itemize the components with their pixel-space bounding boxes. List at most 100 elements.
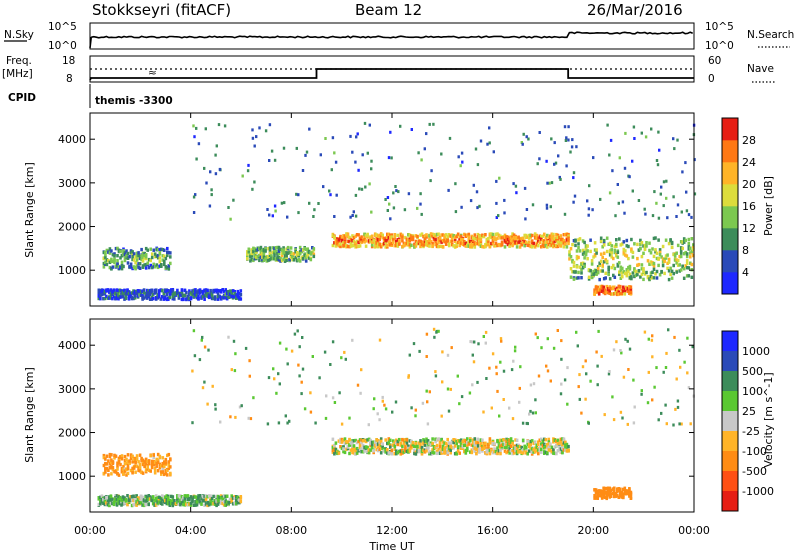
velocity-cell — [425, 355, 428, 358]
power-cell — [104, 250, 107, 254]
power-cell — [544, 235, 548, 240]
velocity-cell — [413, 444, 416, 448]
power-cell — [530, 245, 534, 249]
velocity-cell — [164, 461, 168, 465]
velocity-cell — [113, 456, 116, 460]
velocity-cell — [109, 494, 113, 499]
power-cell — [135, 254, 139, 258]
velocity-cell — [215, 499, 218, 503]
velocity-cell — [339, 440, 342, 444]
power-cell — [262, 247, 266, 252]
velocity-cell — [161, 498, 164, 502]
power-cell — [251, 128, 254, 132]
time-tick-label: 00:00 — [74, 524, 106, 537]
velocity-cell — [358, 445, 362, 449]
velocity-cell — [104, 466, 107, 471]
velocity-cell — [373, 442, 377, 446]
velocity-cell — [464, 448, 468, 453]
power-cell — [634, 273, 638, 277]
velocity-cell — [324, 416, 328, 420]
power-cell — [630, 237, 633, 242]
power-cell — [268, 251, 272, 255]
velocity-cell — [206, 501, 209, 505]
power-cell — [259, 248, 263, 252]
power-cell — [629, 290, 633, 295]
power-cell — [395, 239, 398, 244]
velocity-cell — [352, 447, 356, 451]
power-cell — [273, 248, 276, 253]
power-cell — [679, 254, 683, 259]
power-cell — [137, 262, 140, 266]
power-cell — [169, 251, 172, 255]
power-cell — [444, 242, 448, 246]
velocity-cell — [333, 401, 337, 404]
velocity-cell — [221, 497, 224, 501]
power-cell — [174, 292, 178, 296]
velocity-cell — [559, 437, 563, 441]
power-cell — [370, 238, 374, 242]
velocity-cell — [376, 412, 379, 416]
power-cell — [124, 294, 128, 298]
power-cell — [238, 295, 241, 300]
power-cell — [508, 244, 511, 248]
power-cell — [282, 246, 285, 250]
power-cell — [413, 242, 416, 246]
power-cell — [543, 232, 546, 236]
power-cell — [651, 247, 654, 251]
power-cell — [678, 254, 681, 259]
power-cell — [435, 242, 439, 246]
velocity-cell — [619, 489, 622, 494]
velocity-cell — [505, 443, 508, 447]
power-cell — [655, 159, 659, 162]
velocity-cell — [497, 444, 501, 448]
velocity-cell — [578, 373, 581, 377]
velocity-cell — [425, 389, 428, 393]
power-cell — [621, 266, 624, 271]
velocity-cell — [189, 503, 193, 507]
power-cell — [611, 169, 614, 173]
power-cell — [616, 183, 619, 186]
power-cell — [312, 252, 316, 256]
power-cell — [495, 201, 498, 205]
velocity-cell — [404, 447, 407, 451]
power-cell — [687, 247, 691, 251]
velocity-cell — [426, 400, 429, 404]
velocity-cell — [472, 360, 476, 364]
velocity-cell — [505, 450, 508, 455]
velocity-cell — [109, 501, 113, 506]
power-cell — [639, 247, 642, 251]
power-cell — [368, 123, 371, 127]
power-cell — [590, 272, 594, 276]
velocity-cell — [162, 495, 166, 499]
power-cell — [379, 232, 383, 236]
power-cell — [192, 292, 196, 297]
velocity-cell — [355, 451, 359, 455]
power-cell — [562, 241, 566, 245]
power-cell — [217, 123, 221, 127]
velocity-cell — [508, 438, 511, 442]
power-cell — [162, 295, 166, 299]
power-cell — [333, 235, 336, 239]
velocity-cell — [135, 494, 138, 498]
velocity-cell — [132, 466, 136, 470]
power-cell — [129, 294, 132, 299]
power-cell — [623, 288, 627, 292]
velocity-cell — [407, 374, 410, 378]
power-cell — [577, 270, 580, 275]
velocity-cell — [632, 378, 635, 382]
velocity-cell — [387, 451, 391, 455]
velocity-cell — [309, 391, 312, 395]
power-cell — [304, 247, 308, 251]
power-cell — [453, 239, 457, 243]
velocity-cell — [147, 459, 151, 463]
velocity-cell — [213, 500, 217, 505]
power-cell — [681, 170, 684, 174]
power-cell — [125, 254, 128, 258]
power-cell — [354, 193, 358, 197]
power-cell — [652, 236, 656, 241]
velocity-cell — [476, 380, 479, 384]
velocity-cell — [303, 407, 307, 411]
power-cell — [485, 243, 489, 247]
velocity-cell — [600, 354, 603, 358]
power-cell — [105, 248, 109, 253]
